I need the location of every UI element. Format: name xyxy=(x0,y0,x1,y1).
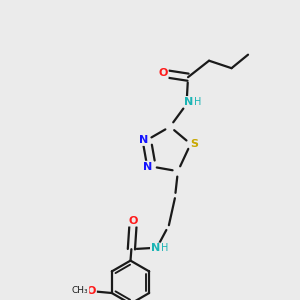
Text: N: N xyxy=(184,97,194,107)
Text: O: O xyxy=(87,286,96,296)
Text: N: N xyxy=(143,161,152,172)
Text: N: N xyxy=(139,135,148,145)
Text: S: S xyxy=(190,139,199,149)
Text: CH₃: CH₃ xyxy=(72,286,88,296)
Text: O: O xyxy=(128,216,138,226)
Text: N: N xyxy=(151,243,160,253)
Text: H: H xyxy=(194,97,202,107)
Text: O: O xyxy=(158,68,168,78)
Text: H: H xyxy=(161,243,169,253)
